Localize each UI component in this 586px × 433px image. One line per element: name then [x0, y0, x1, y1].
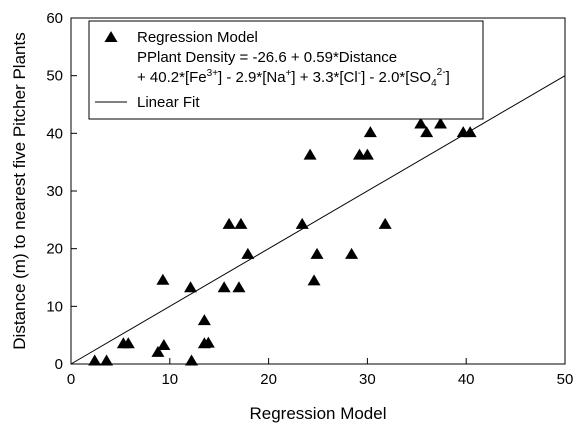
data-point	[420, 126, 434, 138]
data-point	[197, 314, 211, 326]
x-tick-label: 20	[260, 371, 277, 388]
x-tick-label: 40	[458, 371, 475, 388]
data-point	[378, 217, 392, 229]
y-axis-title: Distance (m) to nearest five Pitcher Pla…	[10, 32, 29, 349]
data-point	[363, 126, 377, 138]
legend-marker-label: Regression Model	[137, 29, 258, 46]
linear-fit-line	[70, 75, 566, 365]
data-point	[414, 117, 428, 129]
data-points	[88, 117, 477, 366]
data-point	[100, 354, 114, 366]
y-tick-label: 0	[55, 356, 63, 373]
y-tick-label: 40	[46, 125, 63, 142]
x-tick-label: 0	[67, 371, 75, 388]
y-tick-label: 60	[46, 10, 63, 27]
eq-sup-na: +	[286, 68, 292, 79]
legend-fit-label: Linear Fit	[137, 94, 200, 111]
data-point	[241, 247, 255, 259]
data-point	[217, 281, 231, 293]
y-tick-label: 20	[46, 241, 63, 258]
data-point	[232, 281, 246, 293]
data-point	[303, 148, 317, 160]
data-point	[463, 126, 477, 138]
data-point	[201, 336, 215, 348]
data-point	[157, 338, 171, 350]
data-point	[307, 274, 321, 286]
data-point	[88, 354, 102, 366]
eq-sub-so: 4	[431, 78, 437, 89]
data-point	[234, 217, 248, 229]
eq-part-end: ]	[446, 69, 450, 86]
x-axis-ticks: 0 10 20 30 40 50	[67, 358, 574, 388]
legend-marker-triangle	[104, 31, 118, 42]
eq-sup-fe: 3+	[207, 68, 219, 79]
eq-part-cl: ] + 3.3*[Cl	[291, 69, 357, 86]
eq-part-fe: + 40.2*[Fe	[137, 69, 207, 86]
data-point	[360, 148, 374, 160]
data-point	[434, 117, 448, 129]
legend-equation-line-1: PPlant Density = -26.6 + 0.59*Distance	[137, 49, 397, 66]
data-point	[151, 345, 165, 357]
legend-frame	[88, 20, 484, 120]
data-point	[185, 354, 199, 366]
data-point	[222, 217, 236, 229]
data-point	[156, 273, 170, 285]
x-tick-label: 50	[557, 371, 574, 388]
x-tick-label: 30	[359, 371, 376, 388]
legend: Regression Model PPlant Density = -26.6 …	[88, 20, 484, 120]
y-tick-label: 10	[46, 298, 63, 315]
y-tick-label: 50	[46, 68, 63, 85]
y-tick-label: 30	[46, 183, 63, 200]
eq-part-so: ] - 2.0*[SO	[361, 69, 431, 86]
legend-equation-line-2: + 40.2*[Fe3+] - 2.9*[Na+] + 3.3*[Cl-] - …	[137, 67, 450, 89]
eq-part-na: ] - 2.9*[Na	[218, 69, 286, 86]
data-point	[184, 281, 198, 293]
data-point	[121, 337, 135, 349]
eq-sup-so: 2-	[437, 67, 446, 78]
x-axis-title: Regression Model	[249, 404, 386, 423]
eq-sup-cl: -	[358, 68, 361, 79]
x-tick-label: 10	[161, 371, 178, 388]
data-point	[310, 247, 324, 259]
data-point	[345, 247, 359, 259]
y-axis-ticks: 0 10 20 30 40 50 60	[46, 10, 77, 373]
data-point	[295, 217, 309, 229]
